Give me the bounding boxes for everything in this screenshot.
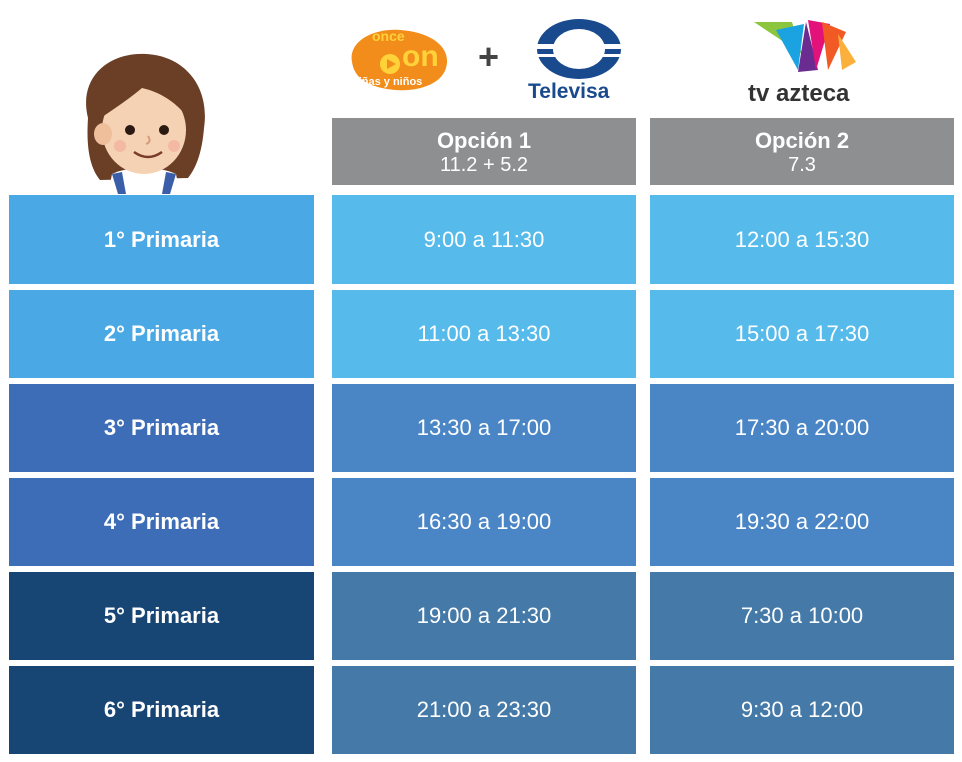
once-ninos-logo: once on niñas y niños: [346, 22, 454, 96]
grade-cell-3: 3° Primaria: [9, 384, 314, 472]
grade-cell-1: 1° Primaria: [9, 195, 314, 284]
girl-illustration: [86, 53, 205, 194]
grade-cell-4: 4° Primaria: [9, 478, 314, 566]
opt2-cell-1: 12:00 a 15:30: [650, 195, 954, 284]
grade-cell-5: 5° Primaria: [9, 572, 314, 660]
once-mid-text: on: [402, 40, 439, 73]
opt2-cell-5: 7:30 a 10:00: [650, 572, 954, 660]
tvazteca-text: tv azteca: [748, 80, 850, 107]
grade-cell-6: 6° Primaria: [9, 666, 314, 754]
opt2-cell-6: 9:30 a 12:00: [650, 666, 954, 754]
once-bottom-text: niñas y niños: [352, 76, 423, 88]
plus-sign: +: [478, 36, 500, 77]
header-option-1: Opción 1 11.2 + 5.2: [332, 118, 636, 185]
header-option-1-title: Opción 1: [436, 127, 532, 153]
header-option-1-subtitle: 11.2 + 5.2: [439, 153, 529, 176]
televisa-text: Televisa: [528, 80, 610, 103]
opt1-cell-5: 19:00 a 21:30: [332, 572, 636, 660]
header-option-2-subtitle: 7.3: [788, 153, 816, 176]
header-option-2-title: Opción 2: [754, 127, 850, 153]
tvazteca-logo: tv azteca: [746, 14, 872, 108]
opt1-cell-6: 21:00 a 23:30: [332, 666, 636, 754]
header-option-2: Opción 2 7.3: [650, 118, 954, 185]
opt1-cell-2: 11:00 a 13:30: [332, 290, 636, 378]
opt2-cell-3: 17:30 a 20:00: [650, 384, 954, 472]
once-top-text: once: [372, 28, 405, 44]
opt1-cell-1: 9:00 a 11:30: [332, 195, 636, 284]
opt2-cell-4: 19:30 a 22:00: [650, 478, 954, 566]
grade-cell-2: 2° Primaria: [9, 290, 314, 378]
televisa-logo: Televisa: [526, 16, 632, 104]
opt1-cell-4: 16:30 a 19:00: [332, 478, 636, 566]
opt2-cell-2: 15:00 a 17:30: [650, 290, 954, 378]
opt1-cell-3: 13:30 a 17:00: [332, 384, 636, 472]
